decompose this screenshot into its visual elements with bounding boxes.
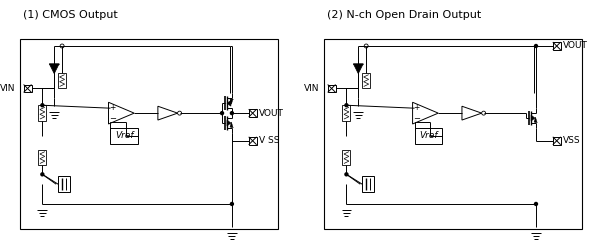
Text: VOUT: VOUT: [259, 109, 283, 118]
Bar: [328, 84, 335, 92]
Polygon shape: [353, 64, 364, 74]
Text: (2) N-ch Open Drain Output: (2) N-ch Open Drain Output: [327, 10, 481, 21]
Polygon shape: [109, 102, 134, 124]
Circle shape: [41, 104, 44, 107]
Polygon shape: [534, 117, 537, 122]
Circle shape: [41, 173, 44, 176]
Text: VOUT: VOUT: [563, 41, 587, 50]
Bar: [362, 176, 374, 192]
Bar: [249, 137, 257, 145]
Bar: [58, 73, 66, 88]
Polygon shape: [227, 120, 231, 126]
Bar: [58, 176, 70, 192]
Circle shape: [535, 44, 538, 47]
Text: −: −: [109, 114, 116, 123]
Bar: [39, 150, 47, 165]
Bar: [343, 105, 351, 121]
Polygon shape: [462, 106, 482, 120]
Text: −: −: [413, 114, 420, 123]
Text: VSS: VSS: [563, 136, 581, 145]
Bar: [24, 84, 31, 92]
Text: (1) CMOS Output: (1) CMOS Output: [23, 10, 117, 21]
Bar: [110, 128, 138, 144]
Text: Vref: Vref: [419, 131, 438, 140]
Text: VIN: VIN: [304, 84, 320, 93]
Circle shape: [535, 203, 538, 206]
Circle shape: [345, 104, 348, 107]
Text: Vref: Vref: [115, 131, 134, 140]
Circle shape: [221, 112, 224, 115]
Bar: [343, 150, 351, 165]
Polygon shape: [531, 115, 535, 121]
Bar: [362, 73, 370, 88]
Bar: [414, 128, 442, 144]
Text: +: +: [413, 103, 420, 112]
Polygon shape: [413, 102, 438, 124]
Text: VIN: VIN: [0, 84, 16, 93]
Text: +: +: [109, 103, 116, 112]
Circle shape: [230, 203, 234, 206]
Circle shape: [230, 112, 234, 115]
Text: V SS: V SS: [259, 136, 279, 145]
Polygon shape: [227, 100, 231, 106]
Bar: [39, 105, 47, 121]
Bar: [553, 137, 561, 145]
Bar: [324, 39, 582, 229]
Circle shape: [345, 173, 348, 176]
Bar: [249, 109, 257, 117]
Polygon shape: [230, 122, 233, 127]
Bar: [553, 42, 561, 50]
Bar: [20, 39, 278, 229]
Polygon shape: [158, 106, 178, 120]
Polygon shape: [49, 64, 59, 74]
Polygon shape: [230, 99, 233, 104]
